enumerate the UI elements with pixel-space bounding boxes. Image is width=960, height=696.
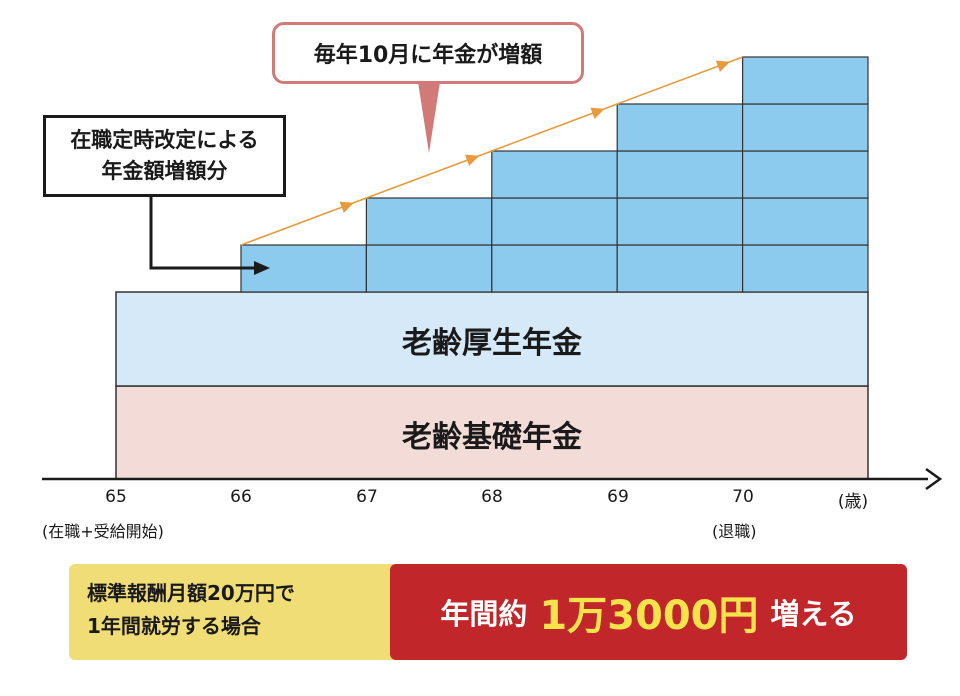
increase-arrowhead <box>715 60 731 72</box>
note-connector-line <box>149 196 256 270</box>
increment-cell <box>616 150 744 199</box>
increment-cell <box>741 197 869 246</box>
increment-staircase <box>240 56 869 293</box>
increment-cell <box>741 56 869 105</box>
kiso-label: 老齢基礎年金 <box>402 420 582 455</box>
result-amount: 1万3000円 <box>539 593 759 639</box>
age-axis-arrowhead <box>925 467 943 491</box>
annual-increase-arrows <box>240 56 743 246</box>
increment-cell <box>741 103 869 152</box>
increment-cell <box>491 150 618 199</box>
increase-arrowhead <box>590 107 605 119</box>
callout-pointer <box>418 82 440 153</box>
increment-cell <box>491 197 618 246</box>
note-line-2: 年金額増額分 <box>101 159 228 183</box>
tick-label-70: 70 <box>732 487 754 507</box>
annual-increase-callout: 毎年10月に年金が増額 <box>272 22 584 84</box>
condition-line-2: 1年間就労する場合 <box>87 614 261 638</box>
tick-label-68: 68 <box>481 487 503 507</box>
note-connector-arrowhead <box>254 261 270 275</box>
result-suffix: 増える <box>770 597 857 631</box>
kiso-bar <box>115 385 869 480</box>
tick-label-66: 66 <box>230 487 252 507</box>
condition-line-1: 標準報酬月額20万円で <box>87 581 295 605</box>
kosei-label: 老齢厚生年金 <box>402 326 582 361</box>
increase-arrowhead <box>464 154 480 166</box>
condition-panel: 標準報酬月額20万円で 1年間就労する場合 <box>69 564 394 660</box>
tick-label-65: 65 <box>105 487 127 507</box>
increment-cell <box>616 244 744 293</box>
increase-arrowhead <box>339 201 354 213</box>
increment-cell <box>365 197 493 246</box>
retire-note: (退職) <box>712 522 757 541</box>
tick-label-67: 67 <box>356 487 378 507</box>
increment-cell <box>365 244 493 293</box>
increment-note-box: 在職定時改定による 年金額増額分 <box>43 115 286 197</box>
increment-cell <box>741 244 869 293</box>
result-prefix: 年間約 <box>440 597 528 631</box>
note-line-1: 在職定時改定による <box>70 128 259 152</box>
tick-label-69: 69 <box>607 487 629 507</box>
result-panel: 年間約 1万3000円 増える <box>390 564 907 660</box>
increment-cell <box>616 197 744 246</box>
increment-cell <box>741 150 869 199</box>
increment-cell <box>491 244 618 293</box>
age-unit-label: (歳) <box>837 492 869 512</box>
start-note: (在職+受給開始) <box>42 522 164 541</box>
increment-cell <box>616 103 744 152</box>
callout-text: 毎年10月に年金が増額 <box>313 43 543 68</box>
kosei-bar <box>115 291 869 387</box>
